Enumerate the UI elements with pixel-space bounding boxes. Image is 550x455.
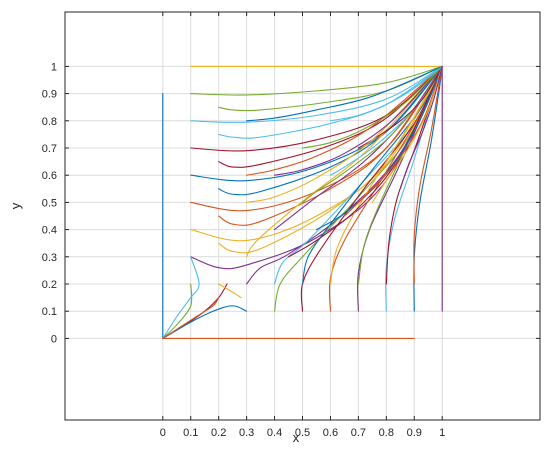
series-line-5: [190, 65, 443, 123]
x-tick-label-8: 0.8: [379, 427, 394, 439]
x-axis-label: x: [293, 430, 300, 445]
x-tick-label-9: 0.9: [407, 427, 422, 439]
x-tick-label-3: 0.3: [239, 427, 254, 439]
series-line-40: [329, 65, 443, 122]
y-tick-label-7: 0.7: [42, 143, 57, 155]
series-line-46: [162, 283, 193, 339]
series-line-34: [357, 65, 443, 149]
series-line-30: [246, 65, 443, 258]
series-line-50: [162, 297, 220, 339]
series-line-51: [218, 283, 242, 299]
series-line-20: [300, 65, 443, 312]
x-tick-label-10: 1: [439, 427, 445, 439]
series-line-41: [287, 65, 443, 258]
series-line-37: [246, 65, 443, 203]
series-line-44: [371, 65, 443, 203]
y-tick-label-10: 1: [51, 61, 57, 73]
y-tick-label-3: 0.3: [42, 252, 57, 264]
series-line-23: [329, 65, 443, 285]
series-line-15: [218, 65, 443, 226]
series-layer: [162, 65, 443, 339]
y-tick-label-4: 0.4: [42, 225, 57, 237]
series-line-43: [343, 65, 443, 217]
x-tick-label-2: 0.2: [211, 427, 226, 439]
y-tick-label-6: 0.6: [42, 170, 57, 182]
y-tick-label-2: 0.2: [42, 279, 57, 291]
y-tick-label-8: 0.8: [42, 116, 57, 128]
y-tick-label-9: 0.9: [42, 89, 57, 101]
series-line-16: [218, 65, 443, 254]
series-line-13: [218, 65, 443, 168]
series-line-45: [399, 65, 443, 190]
x-tick-label-4: 0.4: [267, 427, 282, 439]
series-line-36: [246, 65, 443, 176]
series-line-29: [413, 65, 443, 285]
series-line-7: [190, 65, 443, 182]
y-tick-label-5: 0.5: [42, 197, 57, 209]
series-line-4: [190, 65, 443, 96]
x-tick-label-1: 0.1: [183, 427, 198, 439]
series-line-47: [162, 256, 200, 339]
x-tick-label-5: 0.5: [295, 427, 310, 439]
series-line-38: [274, 65, 443, 176]
series-line-14: [218, 65, 443, 196]
x-tick-label-0: 0: [160, 427, 166, 439]
series-line-39: [301, 65, 443, 149]
y-axis-label: y: [8, 202, 23, 209]
x-tick-label-7: 0.7: [351, 427, 366, 439]
x-tick-label-6: 0.6: [323, 427, 338, 439]
series-line-35: [246, 65, 443, 122]
series-line-9: [190, 65, 443, 242]
y-tick-label-1: 0.1: [42, 306, 57, 318]
series-line-49: [162, 305, 248, 339]
tick-layer: 0 0.1 0.2 0.3 0.4 0.5 0.6 0.7 0.8 0.9 1 0 0.1 0.2 0.3 0…: [42, 12, 540, 439]
series-line-21: [301, 65, 443, 285]
series-line-18: [274, 65, 443, 312]
y-tick-label-0: 0: [51, 333, 57, 345]
series-line-8: [190, 65, 443, 212]
